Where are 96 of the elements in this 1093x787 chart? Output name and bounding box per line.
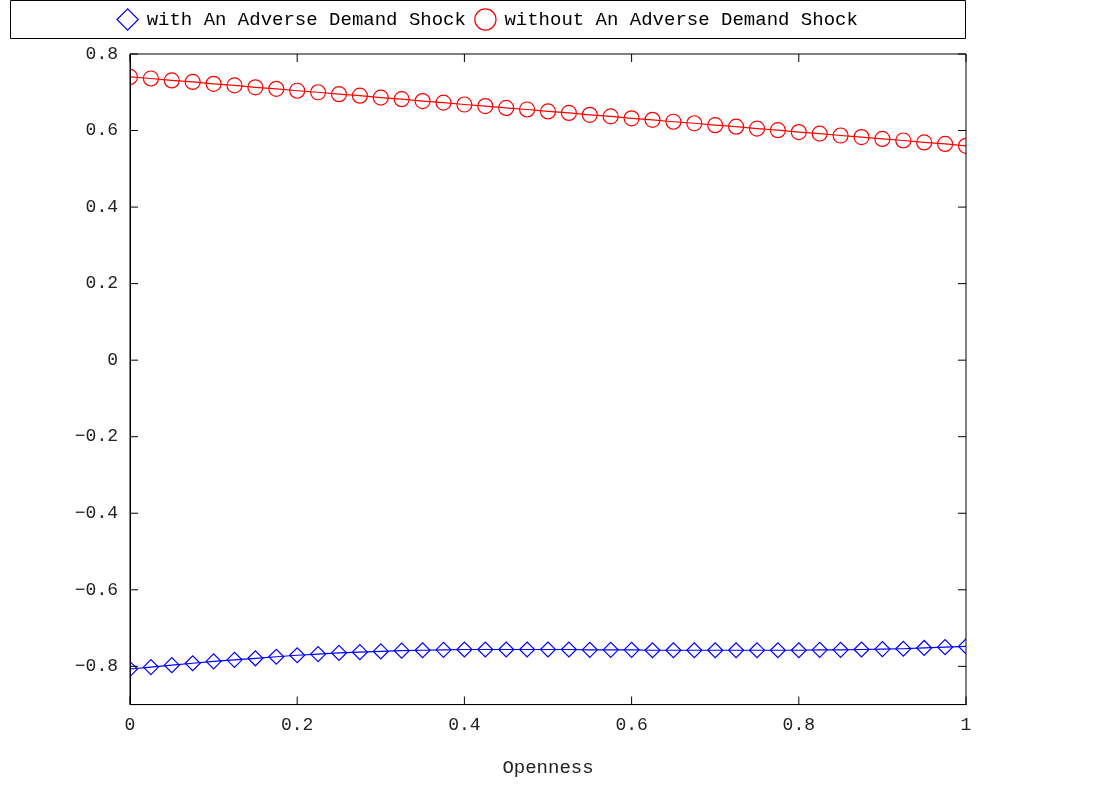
x-axis-title: Openness — [502, 756, 594, 779]
point — [707, 642, 724, 659]
point — [769, 122, 786, 139]
point — [686, 642, 703, 659]
y-tick-label: 0.6 — [85, 120, 118, 141]
point — [602, 641, 619, 658]
point — [226, 651, 243, 668]
point — [184, 73, 201, 91]
y-tick-label: 0.4 — [85, 196, 118, 217]
point — [665, 642, 682, 659]
y-tick-label: 0.2 — [85, 273, 118, 294]
x-tick-label: 0.8 — [782, 715, 815, 736]
point — [372, 89, 389, 106]
y-tick-label: 0.8 — [85, 43, 118, 64]
point — [435, 641, 452, 658]
point — [937, 135, 954, 153]
x-tick-label: 1 — [960, 715, 972, 736]
point — [372, 643, 389, 660]
point — [268, 648, 285, 665]
point — [435, 94, 452, 111]
legend-label: with An Adverse Demand Shock — [146, 8, 466, 31]
point — [142, 659, 159, 676]
point — [226, 77, 243, 94]
point — [916, 134, 933, 151]
point — [414, 92, 431, 110]
point — [519, 101, 536, 118]
point — [539, 103, 557, 120]
point — [351, 87, 368, 104]
point — [895, 132, 912, 149]
point — [707, 117, 724, 134]
y-tick-label: 0 — [107, 349, 118, 370]
point — [247, 79, 264, 96]
point — [163, 72, 180, 89]
point — [853, 641, 870, 658]
y-tick-label: −0.8 — [74, 656, 118, 677]
point — [790, 642, 807, 659]
point — [874, 641, 891, 658]
point — [874, 130, 891, 148]
legend-label: without An Adverse Demand Shock — [504, 8, 858, 31]
point — [790, 123, 807, 141]
y-tick-label: −0.4 — [74, 503, 118, 524]
point — [184, 655, 201, 672]
point — [623, 641, 640, 658]
point — [205, 653, 222, 670]
point — [498, 641, 515, 658]
point — [581, 641, 598, 658]
point — [748, 120, 766, 137]
point — [205, 75, 222, 92]
point — [769, 642, 786, 659]
point — [456, 96, 473, 113]
point — [456, 641, 473, 658]
x-tick-label: 0 — [124, 715, 136, 736]
y-tick-label: −0.6 — [74, 579, 118, 600]
point — [142, 70, 159, 87]
x-tick-label: 0.6 — [615, 715, 648, 736]
point — [728, 118, 745, 135]
point — [811, 125, 828, 142]
point — [414, 642, 431, 659]
point — [498, 99, 515, 117]
point — [937, 639, 954, 656]
x-tick-label: 0.2 — [281, 715, 314, 736]
point — [310, 84, 327, 101]
point — [560, 641, 577, 658]
point — [581, 106, 598, 123]
point — [247, 650, 264, 667]
x-tick-label: 0.4 — [448, 715, 481, 736]
point — [560, 104, 577, 122]
point — [644, 111, 661, 128]
point — [644, 642, 661, 659]
point — [623, 110, 640, 127]
point — [539, 641, 557, 658]
point — [477, 641, 494, 658]
point — [477, 97, 494, 115]
point — [602, 108, 619, 125]
point — [686, 115, 703, 132]
point — [351, 644, 368, 661]
point — [895, 640, 912, 657]
point — [811, 641, 828, 658]
point — [748, 642, 766, 659]
point — [832, 127, 849, 144]
point — [393, 642, 410, 659]
point — [163, 657, 180, 674]
point — [289, 647, 306, 664]
point — [310, 645, 327, 663]
point — [289, 82, 306, 99]
point — [665, 113, 682, 130]
y-tick-label: −0.2 — [74, 426, 118, 447]
point — [268, 80, 285, 97]
point — [330, 644, 348, 662]
point — [853, 128, 870, 146]
point — [519, 641, 536, 658]
point — [393, 91, 410, 108]
point — [728, 642, 745, 659]
point — [832, 641, 849, 658]
point — [330, 86, 348, 103]
point — [916, 639, 933, 657]
